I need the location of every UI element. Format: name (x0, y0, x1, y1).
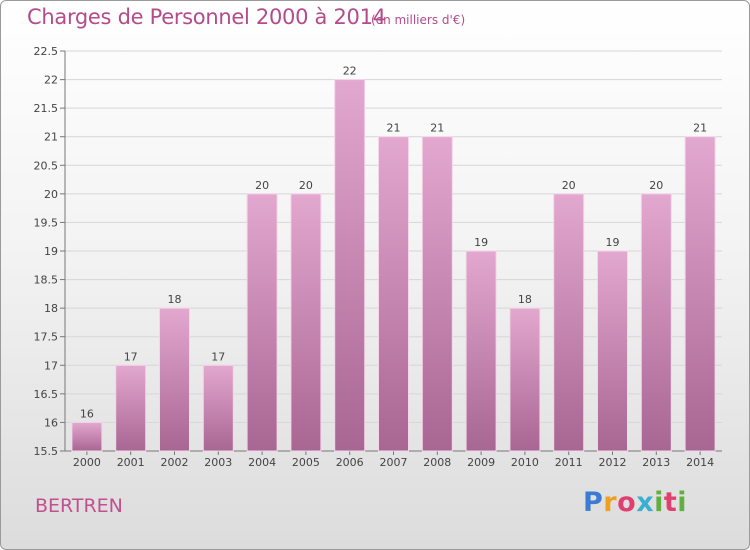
data-label: 20 (562, 179, 576, 192)
x-tick-label: 2012 (599, 456, 627, 469)
bar (421, 136, 453, 452)
data-label: 19 (606, 236, 620, 249)
x-tick-labels: 2000 2001 2002 2003 2004 2005 2006 2007 2008 2009… (73, 456, 714, 469)
y-tick-label: 16 (44, 416, 58, 429)
chart-title: Charges de Personnel 2000 à 2014 (27, 5, 386, 29)
x-tick-label: 2005 (292, 456, 320, 469)
bar (334, 79, 366, 452)
bar (71, 421, 103, 452)
y-tick-label: 20.5 (34, 159, 59, 172)
bar (159, 307, 190, 452)
bar (465, 250, 497, 452)
x-tick-label: 2011 (555, 456, 583, 469)
bar (246, 193, 278, 452)
logo-letter: r (603, 487, 618, 518)
logo-letter: P (583, 487, 604, 518)
data-label: 18 (518, 293, 532, 306)
bar (640, 193, 672, 452)
data-label: 22 (343, 65, 357, 78)
proxiti-logo: Proxiti (583, 487, 687, 518)
x-tick-label: 2003 (204, 456, 232, 469)
y-tick-label: 21 (44, 131, 58, 144)
y-tick-label: 18 (44, 302, 58, 315)
y-tick-label: 19 (44, 245, 58, 258)
bar (553, 193, 585, 452)
data-label: 19 (474, 236, 488, 249)
data-label: 21 (693, 122, 707, 135)
x-tick-label: 2001 (117, 456, 145, 469)
y-tick-label: 18.5 (34, 274, 59, 287)
data-label: 16 (80, 407, 94, 420)
bar (509, 307, 541, 452)
data-labels: 16 17 18 17 20 20 22 21 21 19 18 20 19 20 21 (80, 65, 707, 421)
bar (115, 364, 147, 452)
y-tick-labels: 15.5 16 16.5 17 17.5 18 18.5 19 19.5 20 20.5 21 21.5… (34, 45, 59, 458)
bars (71, 79, 716, 452)
x-tick-label: 2002 (161, 456, 189, 469)
y-tick-label: 17 (44, 359, 58, 372)
bar (597, 250, 628, 452)
logo-letter: t (663, 487, 678, 518)
chart-unit-note: (en milliers d'€) (371, 13, 466, 27)
data-label: 21 (387, 122, 401, 135)
data-label: 17 (211, 350, 225, 363)
bar (290, 193, 322, 452)
logo-letter: i (677, 487, 688, 518)
logo-letter: x (636, 487, 655, 518)
x-tick-label: 2013 (642, 456, 670, 469)
x-tick-label: 2008 (423, 456, 451, 469)
logo-letter: i (654, 487, 664, 518)
bar (202, 364, 234, 452)
y-tick-label: 15.5 (34, 445, 59, 458)
x-tick-label: 2014 (686, 456, 714, 469)
data-label: 18 (168, 293, 182, 306)
x-tick-label: 2006 (336, 456, 364, 469)
y-tick-label: 16.5 (34, 388, 59, 401)
commune-name: BERTREN (35, 495, 123, 517)
logo-letter: o (617, 487, 637, 518)
y-tick-label: 22.5 (34, 45, 59, 58)
data-label: 20 (255, 179, 269, 192)
data-label: 20 (649, 179, 663, 192)
data-label: 21 (430, 122, 444, 135)
x-tick-label: 2000 (73, 456, 101, 469)
x-tick-label: 2007 (380, 456, 408, 469)
y-tick-label: 21.5 (34, 102, 59, 115)
x-tick-label: 2004 (248, 456, 276, 469)
data-label: 17 (124, 350, 138, 363)
x-tick-label: 2009 (467, 456, 495, 469)
bar (684, 136, 716, 452)
data-label: 20 (299, 179, 313, 192)
y-tick-label: 22 (44, 74, 58, 87)
x-tick-label: 2010 (511, 456, 539, 469)
y-tick-label: 20 (44, 188, 58, 201)
y-tick-label: 17.5 (34, 331, 59, 344)
bar (378, 136, 409, 452)
y-tick-label: 19.5 (34, 216, 59, 229)
